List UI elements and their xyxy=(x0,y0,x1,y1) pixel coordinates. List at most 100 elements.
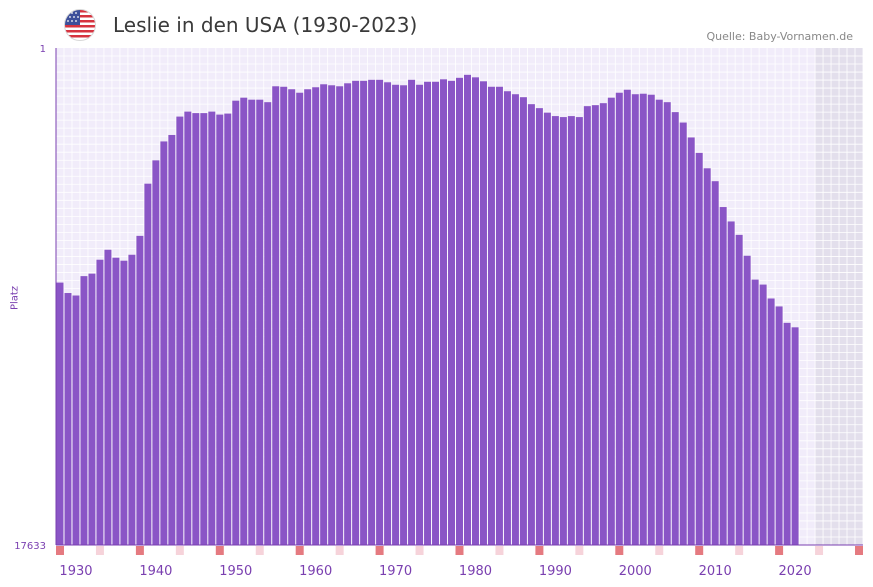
bar-1947 xyxy=(208,111,216,545)
bar-1996 xyxy=(599,103,607,546)
bar-1985 xyxy=(511,94,519,545)
bar-1955 xyxy=(272,86,280,546)
bar-1965 xyxy=(352,80,360,545)
year-marker-1988 xyxy=(535,546,544,555)
bar-1964 xyxy=(344,83,352,546)
bar-1957 xyxy=(288,89,296,545)
bar-1975 xyxy=(432,81,440,546)
bar-1971 xyxy=(400,85,408,546)
bar-1941 xyxy=(160,141,168,545)
year-marker-1933 xyxy=(95,546,104,555)
bar-1952 xyxy=(248,99,256,546)
year-marker-2013 xyxy=(735,546,744,555)
bar-2014 xyxy=(743,255,751,545)
bar-2004 xyxy=(663,102,671,545)
year-marker-1948 xyxy=(215,546,224,555)
bar-1953 xyxy=(256,99,264,546)
bar-1972 xyxy=(408,79,416,546)
bar-2010 xyxy=(711,181,719,546)
year-marker-1978 xyxy=(455,546,464,555)
bar-2019 xyxy=(783,322,791,545)
x-tick-label-1980: 1980 xyxy=(459,564,492,579)
x-tick-label-2020: 2020 xyxy=(779,564,812,579)
year-marker-1973 xyxy=(415,546,424,555)
bar-2015 xyxy=(751,279,759,545)
x-tick-label-1930: 1930 xyxy=(59,564,92,579)
bar-2008 xyxy=(695,152,703,545)
bar-1943 xyxy=(176,116,184,545)
year-marker-1993 xyxy=(575,546,584,555)
bar-2013 xyxy=(735,234,743,545)
year-marker-2018 xyxy=(775,546,784,555)
bar-1945 xyxy=(192,113,200,546)
bar-1967 xyxy=(368,79,376,546)
bar-1929 xyxy=(64,293,72,545)
bar-2011 xyxy=(719,207,727,546)
bar-1942 xyxy=(168,134,176,545)
year-marker-1953 xyxy=(255,546,264,555)
bar-2003 xyxy=(655,99,663,546)
bar-2016 xyxy=(759,284,767,545)
bar-1993 xyxy=(575,117,583,545)
bar-2020 xyxy=(791,327,799,545)
bar-1989 xyxy=(543,112,551,546)
bar-2005 xyxy=(671,112,679,545)
year-marker-2028 xyxy=(855,546,863,555)
chart-title: Leslie in den USA (1930-2023) xyxy=(113,13,418,37)
bar-1973 xyxy=(416,84,424,545)
bar-1932 xyxy=(88,273,96,545)
bar-1938 xyxy=(136,235,144,545)
x-tick-label-1960: 1960 xyxy=(299,564,332,579)
bar-1999 xyxy=(623,89,631,546)
x-tick-label-1970: 1970 xyxy=(379,564,412,579)
x-tick-label-1950: 1950 xyxy=(219,564,252,579)
bar-1933 xyxy=(96,259,104,545)
bar-1969 xyxy=(384,82,392,545)
bar-1979 xyxy=(463,74,471,545)
year-marker-1963 xyxy=(335,546,344,555)
bar-1948 xyxy=(216,114,224,546)
bar-1946 xyxy=(200,113,208,546)
bar-1988 xyxy=(535,108,543,546)
bar-1958 xyxy=(296,92,304,545)
bar-1944 xyxy=(184,111,192,545)
year-marker-2003 xyxy=(655,546,664,555)
year-marker-2008 xyxy=(695,546,704,555)
bar-1936 xyxy=(120,260,128,545)
bar-1950 xyxy=(232,100,240,545)
bar-1956 xyxy=(280,86,288,546)
bar-1987 xyxy=(527,104,535,545)
bar-2017 xyxy=(767,298,775,545)
year-marker-1928 xyxy=(56,546,64,555)
bar-1994 xyxy=(583,106,591,546)
bar-1960 xyxy=(312,87,320,545)
bar-2009 xyxy=(703,168,711,546)
year-marker-1943 xyxy=(175,546,184,555)
bar-1931 xyxy=(80,276,88,545)
bar-1940 xyxy=(152,160,160,545)
bar-1977 xyxy=(448,80,456,545)
bar-1984 xyxy=(503,91,511,545)
bar-1966 xyxy=(360,80,368,545)
us-flag-icon xyxy=(64,9,96,41)
bar-2007 xyxy=(687,137,695,545)
bar-1978 xyxy=(456,77,463,545)
bar-1959 xyxy=(304,89,312,545)
bar-1939 xyxy=(144,183,152,545)
bar-2002 xyxy=(647,94,655,545)
bar-1982 xyxy=(487,86,495,546)
bar-1981 xyxy=(479,81,487,545)
bar-1990 xyxy=(551,116,559,546)
bar-1992 xyxy=(567,116,575,546)
bar-1980 xyxy=(471,77,479,545)
bar-1991 xyxy=(559,117,567,545)
bar-1937 xyxy=(128,254,136,545)
bar-1998 xyxy=(615,92,623,545)
y-tick-label-bottom: 17633 xyxy=(14,541,46,552)
bar-1976 xyxy=(440,79,448,545)
bar-1995 xyxy=(591,105,599,545)
x-tick-label-2000: 2000 xyxy=(619,564,652,579)
source-credit: Quelle: Baby-Vornamen.de xyxy=(706,30,853,43)
bar-2001 xyxy=(639,93,647,545)
year-marker-1968 xyxy=(375,546,384,555)
